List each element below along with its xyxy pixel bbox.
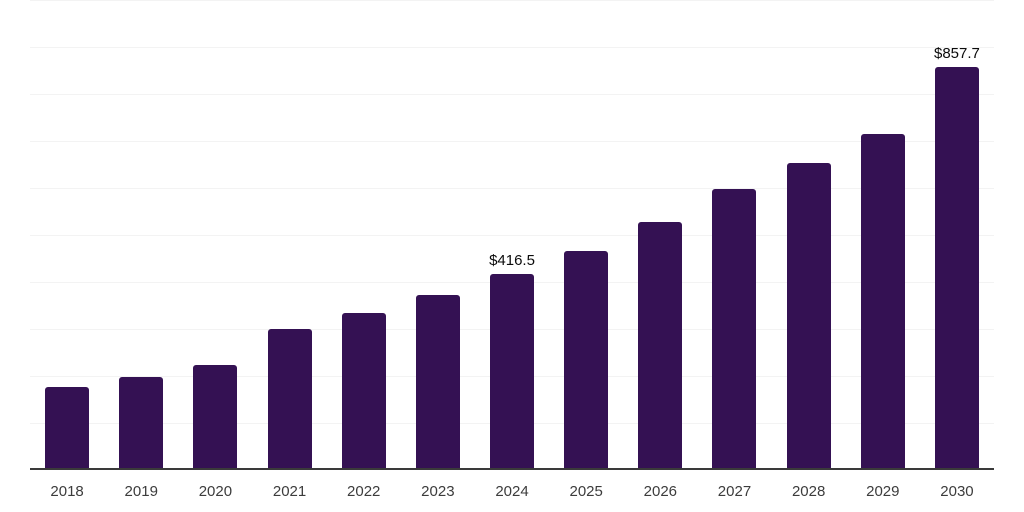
x-tick-2029: 2029 (866, 483, 900, 500)
value-label-2030: $857.7 (934, 45, 980, 62)
x-tick-2030: 2030 (940, 483, 974, 500)
bar-slot-2028 (772, 0, 846, 470)
bar-slot-2023 (401, 0, 475, 470)
x-tick-2023: 2023 (421, 483, 455, 500)
bar-2029 (860, 134, 905, 470)
bar-2030 (934, 67, 979, 470)
gridline-800 (30, 94, 994, 95)
gridline-700 (30, 141, 994, 142)
bar-slot-2029 (846, 0, 920, 470)
bar-slot-2024: $416.5 (475, 0, 549, 470)
bar-slot-2026 (623, 0, 697, 470)
bar-slot-2018 (30, 0, 104, 470)
x-tick-2022: 2022 (347, 483, 381, 500)
bar-slot-2030: $857.7 (920, 0, 994, 470)
bar-slot-2027 (697, 0, 771, 470)
bar-slot-2020 (178, 0, 252, 470)
bar-slot-2025 (549, 0, 623, 470)
bar-slot-2022 (327, 0, 401, 470)
bar-slot-2019 (104, 0, 178, 470)
x-tick-2020: 2020 (198, 483, 233, 500)
bar-2024 (490, 274, 535, 470)
plot-area: $416.5 $857.7 (30, 0, 994, 470)
x-tick-2028: 2028 (791, 483, 826, 500)
x-tick-2026: 2026 (643, 483, 678, 500)
bar-2020 (193, 365, 238, 470)
bar-2026 (638, 222, 683, 470)
bar-2019 (119, 377, 164, 470)
x-axis-line (30, 468, 994, 470)
bar-slot-2021 (252, 0, 326, 470)
x-tick-2021: 2021 (272, 483, 307, 500)
x-tick-2024: 2024 (495, 483, 529, 500)
bar-2027 (712, 189, 757, 470)
x-tick-2018: 2018 (50, 483, 84, 500)
bar-2021 (267, 329, 312, 470)
gridline-600 (30, 188, 994, 189)
x-tick-2027: 2027 (717, 483, 752, 500)
gridline-500 (30, 235, 994, 236)
bar-2028 (786, 163, 831, 470)
bar-2025 (564, 251, 609, 470)
x-tick-2025: 2025 (569, 483, 603, 500)
x-axis-labels: 2018 2019 2020 2021 2022 2023 2024 2025 2026 2027… (30, 470, 994, 501)
bar-2018 (45, 387, 90, 470)
x-tick-2019: 2019 (124, 483, 158, 500)
bar-2023 (415, 295, 460, 470)
bars-row: $416.5 $857.7 (30, 0, 994, 470)
gridline-900 (30, 47, 994, 48)
bar-2022 (341, 313, 386, 470)
gridline-1000 (30, 0, 994, 1)
value-label-2024: $416.5 (489, 252, 535, 269)
